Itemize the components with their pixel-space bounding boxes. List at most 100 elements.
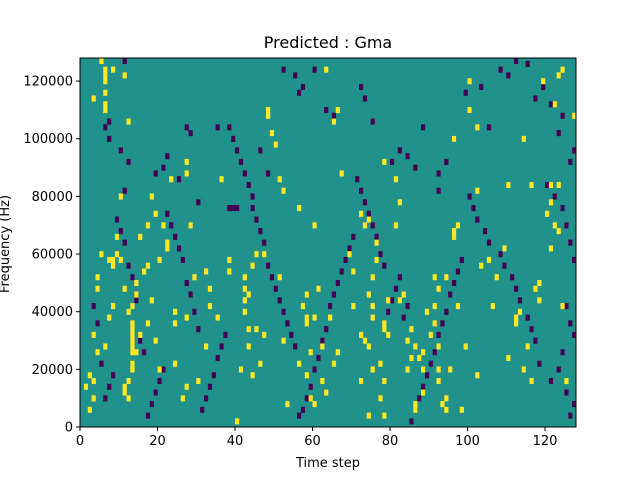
high-value-cell (111, 262, 116, 269)
low-value-cell (548, 377, 554, 385)
low-value-cell (568, 412, 573, 419)
high-value-cell (273, 141, 278, 148)
low-value-cell (176, 176, 182, 183)
low-value-cell (304, 395, 309, 402)
high-value-cell (312, 222, 317, 229)
low-value-cell (370, 118, 375, 125)
high-value-cell (382, 320, 387, 327)
high-value-cell (521, 366, 526, 373)
low-value-cell (161, 164, 166, 171)
high-value-cell (374, 256, 379, 263)
low-value-cell (227, 124, 232, 131)
low-value-cell (374, 233, 379, 240)
high-value-cell (173, 308, 178, 315)
low-value-cell (556, 366, 561, 373)
high-value-cell (548, 199, 554, 206)
low-value-cell (184, 124, 189, 131)
high-value-cell (413, 406, 418, 413)
low-value-cell (514, 58, 519, 65)
high-value-cell (254, 326, 259, 333)
low-value-cell (331, 112, 337, 119)
high-value-cell (308, 349, 313, 356)
low-value-cell (196, 199, 201, 206)
x-tick-label: 100 (455, 434, 480, 449)
high-value-cell (269, 130, 275, 137)
low-value-cell (122, 187, 127, 194)
high-value-cell (517, 308, 523, 315)
high-value-cell (304, 291, 309, 298)
high-value-cell (362, 222, 368, 229)
high-value-cell (432, 274, 437, 281)
low-value-cell (331, 291, 337, 298)
low-value-cell (370, 222, 375, 229)
high-value-cell (366, 343, 371, 350)
high-value-cell (304, 372, 309, 379)
high-value-cell (382, 158, 387, 165)
high-value-cell (304, 314, 309, 321)
high-value-cell (521, 135, 526, 142)
low-value-cell (107, 383, 112, 390)
high-value-cell (227, 268, 232, 275)
high-value-cell (266, 107, 271, 114)
high-value-cell (111, 256, 116, 263)
high-value-cell (149, 193, 154, 200)
high-value-cell (405, 337, 410, 344)
low-value-cell (281, 66, 286, 73)
low-value-cell (529, 326, 534, 333)
high-value-cell (486, 256, 492, 263)
high-value-cell (386, 297, 391, 304)
high-value-cell (560, 303, 565, 310)
low-value-cell (432, 349, 437, 356)
low-value-cell (525, 60, 530, 67)
high-value-cell (409, 326, 414, 333)
y-tick-label: 120000 (23, 75, 73, 90)
high-value-cell (277, 274, 282, 281)
high-value-cell (130, 303, 135, 310)
high-value-cell (266, 112, 271, 119)
high-value-cell (320, 377, 325, 385)
high-value-cell (250, 262, 255, 269)
low-value-cell (424, 372, 430, 379)
low-value-cell (471, 205, 476, 212)
low-value-cell (448, 291, 453, 298)
high-value-cell (165, 245, 170, 252)
low-value-cell (452, 279, 457, 287)
low-value-cell (572, 147, 577, 154)
high-value-cell (297, 360, 302, 367)
low-value-cell (390, 297, 395, 304)
high-value-cell (444, 274, 449, 281)
high-value-cell (552, 101, 557, 108)
low-value-cell (366, 210, 371, 217)
high-value-cell (537, 279, 542, 287)
high-value-cell (103, 78, 108, 85)
low-value-cell (324, 326, 329, 333)
high-value-cell (339, 170, 344, 177)
low-value-cell (200, 406, 205, 413)
high-value-cell (467, 78, 472, 85)
x-tick-label: 20 (149, 434, 166, 449)
high-value-cell (103, 101, 108, 108)
high-value-cell (452, 233, 457, 240)
low-value-cell (390, 158, 395, 165)
high-value-cell (514, 314, 519, 321)
low-value-cell (436, 187, 441, 194)
high-value-cell (153, 210, 158, 217)
low-value-cell (498, 251, 503, 258)
high-value-cell (560, 66, 565, 73)
low-value-cell (207, 383, 213, 390)
low-value-cell (258, 228, 263, 235)
high-value-cell (103, 72, 108, 79)
high-value-cell (401, 291, 406, 298)
heatmap-cells (83, 58, 577, 425)
high-value-cell (436, 285, 441, 292)
high-value-cell (107, 314, 112, 321)
low-value-cell (413, 164, 418, 171)
low-value-cell (475, 216, 480, 223)
low-value-cell (308, 383, 313, 390)
low-value-cell (572, 256, 577, 263)
high-value-cell (87, 406, 92, 413)
low-value-cell (99, 360, 104, 367)
high-value-cell (331, 360, 337, 367)
low-value-cell (362, 95, 368, 102)
